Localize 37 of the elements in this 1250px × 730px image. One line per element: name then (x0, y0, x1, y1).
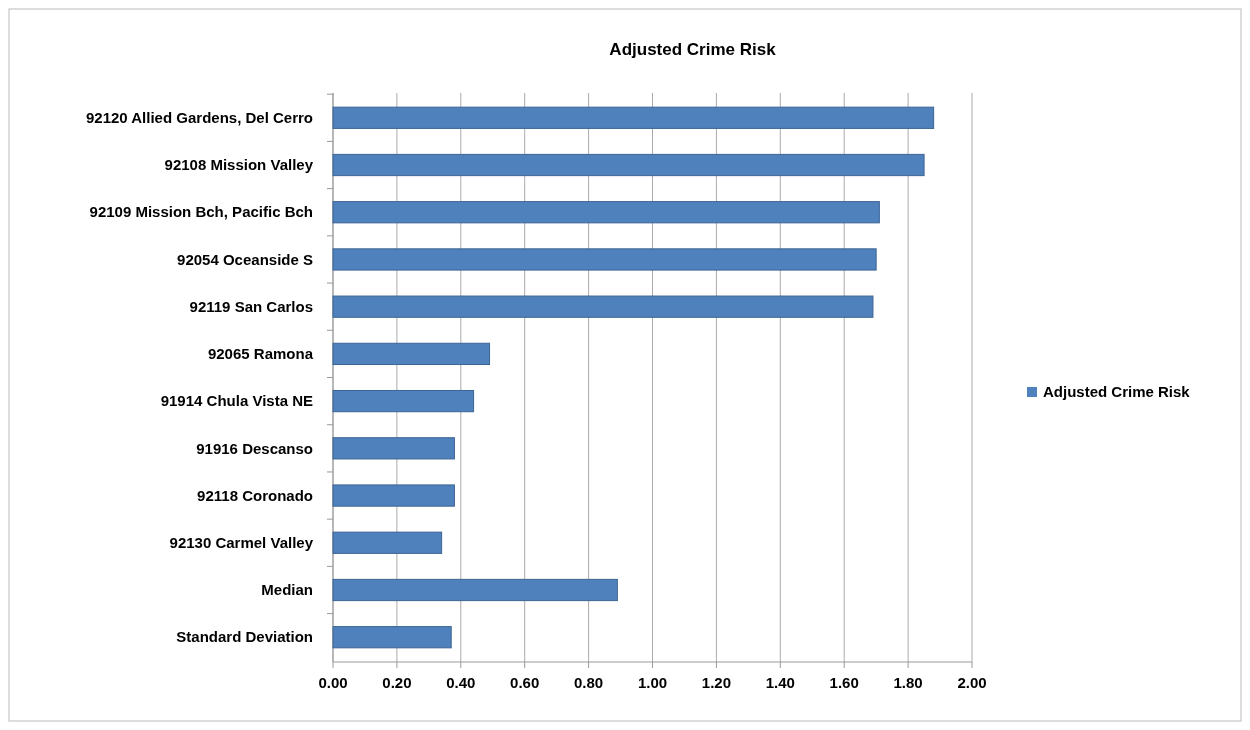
x-tick-label: 1.40 (765, 674, 795, 691)
y-tick-label: 92120 Allied Gardens, Del Cerro (85, 109, 313, 127)
x-tick-label: 0.60 (510, 674, 540, 691)
bar (332, 201, 880, 224)
y-tick-label: 92065 Ramona (207, 345, 314, 363)
chart-title: Adjusted Crime Risk (609, 40, 777, 59)
x-tick-label: 0.00 (318, 674, 348, 691)
bar (332, 295, 874, 318)
y-tick-label: 91914 Chula Vista NE (160, 392, 313, 410)
y-tick-label: 92119 San Carlos (189, 297, 313, 315)
x-tick-label: 1.00 (637, 674, 668, 691)
bar (332, 153, 925, 177)
bar (332, 578, 618, 602)
x-tick-label: 1.60 (829, 674, 859, 691)
y-tick-label: 92108 Mission Valley (164, 156, 314, 174)
legend-label: Adjusted Crime Risk (1043, 383, 1191, 401)
bar (332, 437, 455, 460)
y-tick-label: 92118 Coronado (197, 486, 313, 504)
bar (332, 106, 935, 129)
bar (332, 626, 452, 649)
y-tick-label: 92054 Oceanside S (177, 250, 313, 268)
bar (332, 531, 443, 554)
y-tick-label: Median (261, 581, 313, 599)
bar (332, 342, 491, 366)
x-tick-label: 2.00 (957, 674, 987, 691)
bar (332, 248, 877, 271)
x-tick-label: 0.40 (446, 674, 476, 691)
x-tick-label: 0.80 (574, 674, 604, 691)
bar (332, 484, 455, 507)
y-tick-label: 92109 Mission Bch, Pacific Bch (89, 203, 313, 221)
x-tick-label: 1.80 (893, 674, 923, 691)
bar (332, 389, 475, 413)
y-tick-label: 91916 Descanso (196, 439, 313, 457)
x-tick-label: 1.20 (701, 674, 731, 691)
x-tick-label: 0.20 (382, 674, 412, 691)
y-tick-label: Standard Deviation (176, 628, 313, 646)
y-tick-label: 92130 Carmel Valley (169, 534, 314, 552)
